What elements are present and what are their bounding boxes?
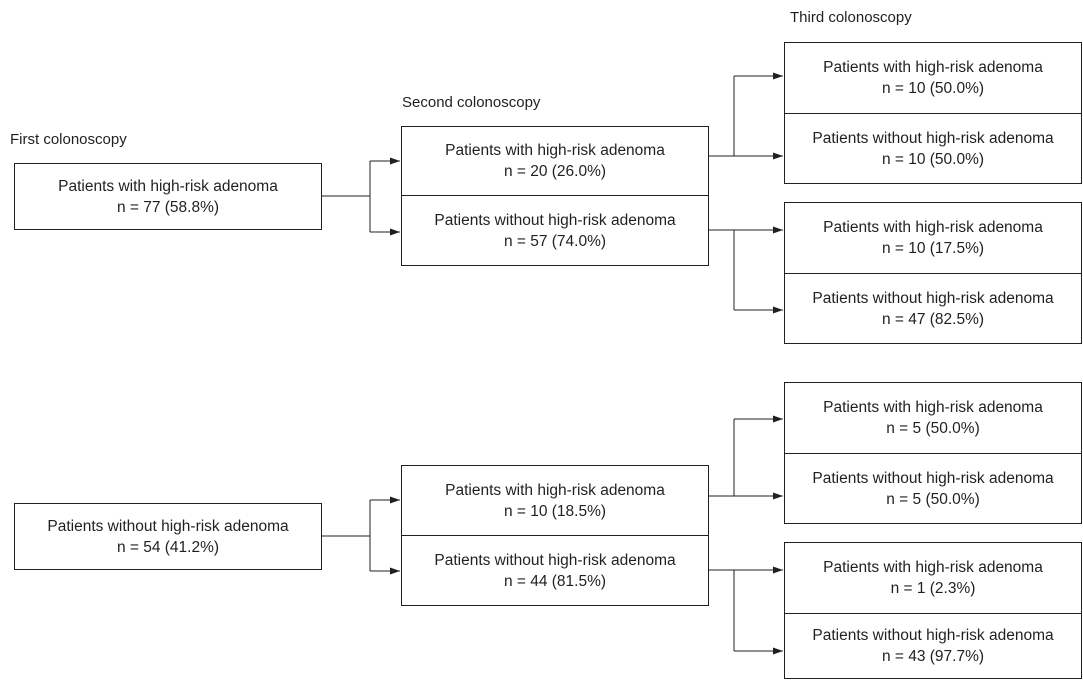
node-label: Patients without high-risk adenoma (812, 469, 1054, 487)
third-node-high-risk: Patients with high-risk adenoma n = 5 (5… (784, 382, 1082, 454)
third-node-without-high-risk: Patients without high-risk adenoma n = 5… (784, 453, 1082, 524)
node-count: n = 43 (97.7%) (881, 648, 985, 665)
node-count: n = 5 (50.0%) (886, 420, 980, 437)
node-label: Patients with high-risk adenoma (445, 481, 665, 499)
node-count: n = 44 (81.5%) (503, 572, 607, 590)
column-label-second: Second colonoscopy (402, 94, 541, 111)
node-count: n = 57 (74.0%) (503, 232, 607, 250)
third-node-high-risk: Patients with high-risk adenoma n = 10 (… (784, 42, 1082, 114)
node-label: Patients without high-risk adenoma (812, 129, 1054, 147)
node-count: n = 10 (50.0%) (881, 150, 985, 168)
second-node-without-high-risk: Patients without high-risk adenoma n = 4… (401, 535, 709, 606)
node-count: n = 47 (82.5%) (881, 310, 985, 328)
second-node-without-high-risk: Patients without high-risk adenoma n = 5… (401, 195, 709, 266)
node-label: Patients with high-risk adenoma (823, 59, 1043, 76)
node-count: n = 20 (26.0%) (503, 163, 607, 180)
first-node-high-risk: Patients with high-risk adenoma n = 77 (… (14, 163, 322, 230)
node-count: n = 5 (50.0%) (886, 490, 980, 508)
node-count: n = 10 (18.5%) (503, 502, 607, 520)
node-count: n = 10 (17.5%) (881, 240, 985, 257)
node-label: Patients without high-risk adenoma (434, 551, 676, 569)
node-label: Patients without high-risk adenoma (434, 211, 676, 229)
second-node-high-risk: Patients with high-risk adenoma n = 10 (… (401, 465, 709, 536)
node-label: Patients with high-risk adenoma (823, 219, 1043, 236)
third-node-without-high-risk: Patients without high-risk adenoma n = 4… (784, 613, 1082, 679)
node-label: Patients with high-risk adenoma (58, 177, 278, 195)
node-count: n = 1 (2.3%) (890, 580, 976, 597)
third-node-high-risk: Patients with high-risk adenoma n = 10 (… (784, 202, 1082, 274)
node-label: Patients with high-risk adenoma (823, 399, 1043, 416)
node-label: Patients with high-risk adenoma (823, 559, 1043, 576)
third-node-without-high-risk: Patients without high-risk adenoma n = 1… (784, 113, 1082, 184)
node-count: n = 54 (41.2%) (116, 538, 220, 556)
node-label: Patients without high-risk adenoma (812, 289, 1054, 307)
column-label-first: First colonoscopy (10, 131, 127, 148)
node-count: n = 10 (50.0%) (881, 80, 985, 97)
second-node-high-risk: Patients with high-risk adenoma n = 20 (… (401, 126, 709, 196)
node-count: n = 77 (58.8%) (116, 198, 220, 216)
column-label-third: Third colonoscopy (790, 9, 912, 26)
node-label: Patients without high-risk adenoma (47, 517, 289, 535)
node-label: Patients with high-risk adenoma (445, 142, 665, 159)
third-node-high-risk: Patients with high-risk adenoma n = 1 (2… (784, 542, 1082, 614)
first-node-without-high-risk: Patients without high-risk adenoma n = 5… (14, 503, 322, 570)
node-label: Patients without high-risk adenoma (812, 627, 1054, 644)
third-node-without-high-risk: Patients without high-risk adenoma n = 4… (784, 273, 1082, 344)
